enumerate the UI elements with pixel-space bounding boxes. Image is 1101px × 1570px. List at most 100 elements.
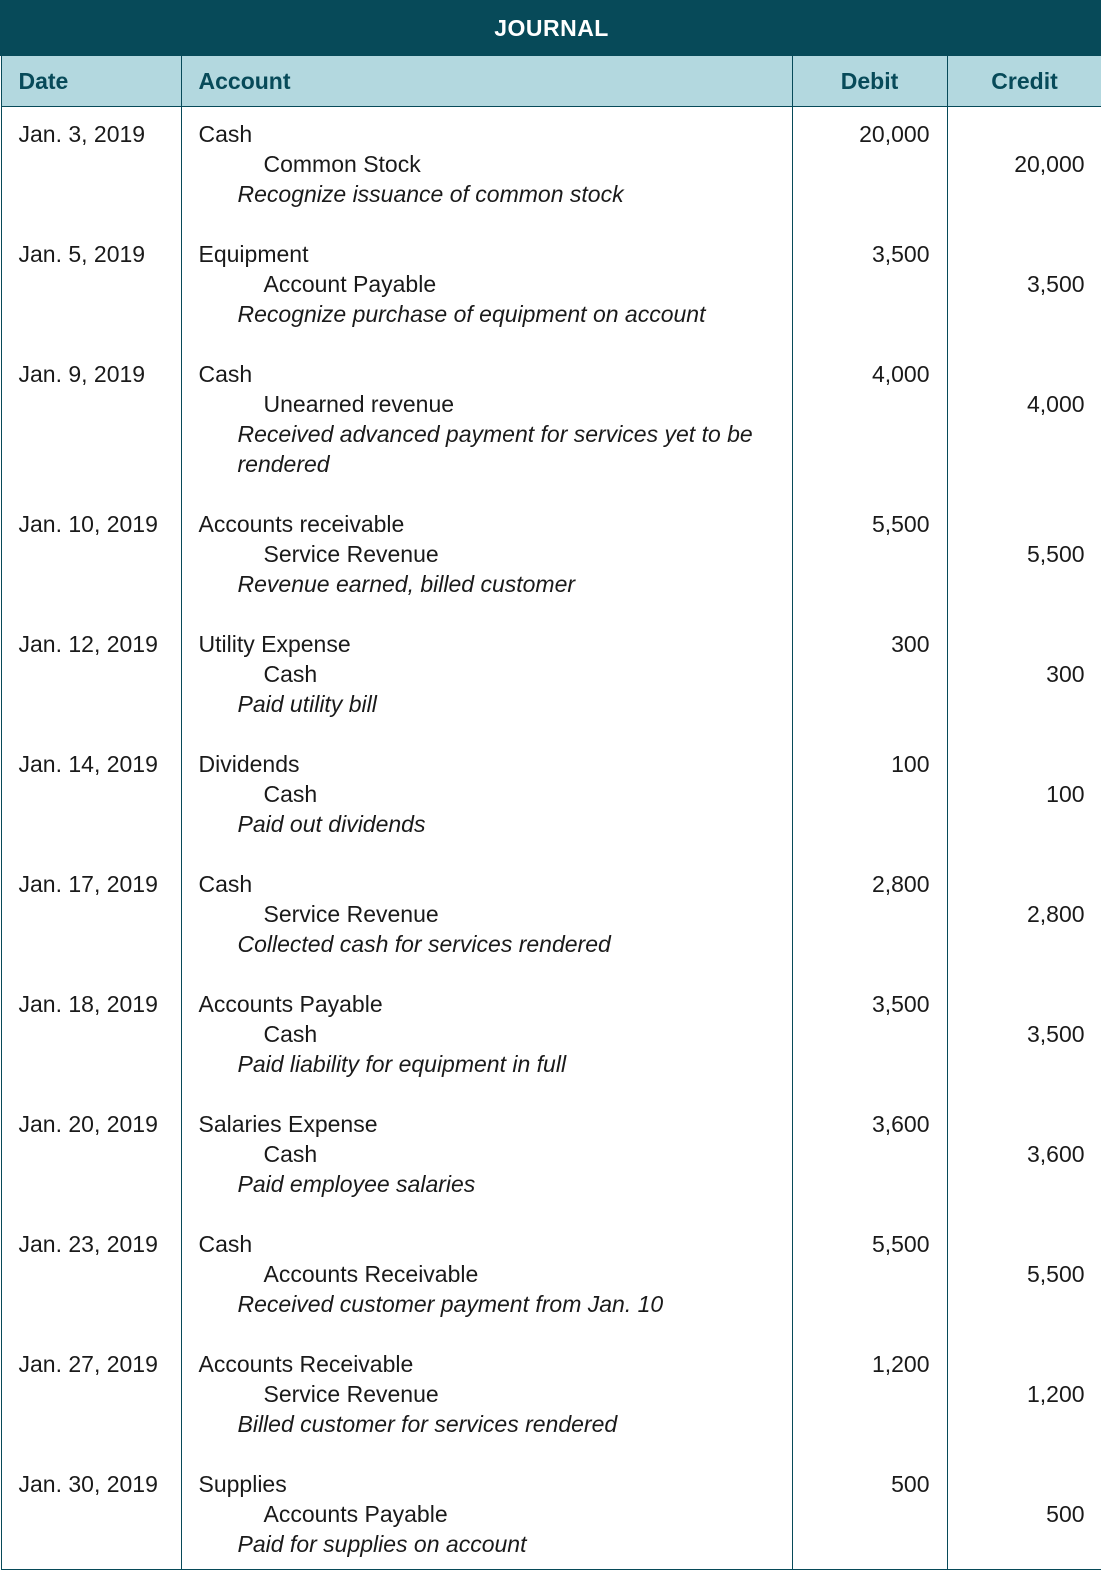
credit-cell: 100 (946, 737, 1101, 857)
debit-amount: 20,000 (791, 106, 948, 227)
journal-entry-row: Jan. 9, 2019 Cash Unearned revenue Received… (0, 347, 1101, 497)
credit-account: Cash (263, 661, 318, 687)
entry-accounts: Equipment Account Payable Recognize purcha… (180, 227, 793, 347)
entry-memo: Collected cash for services rendered (237, 931, 611, 957)
journal-entry-row: Jan. 20, 2019 Salaries Expense Cash Paid em… (0, 1097, 1101, 1217)
entry-accounts: Utility Expense Cash Paid utility bill (180, 617, 793, 737)
credit-account: Accounts Payable (263, 1501, 448, 1527)
debit-account: Supplies (198, 1471, 287, 1497)
entry-memo: Received advanced payment for services y… (237, 421, 753, 477)
entry-memo: Recognize purchase of equipment on accou… (237, 301, 706, 327)
credit-amount: 5,500 (1026, 541, 1085, 567)
credit-cell: 1,200 (946, 1337, 1101, 1457)
journal-entry-row: Jan. 3, 2019 Cash Common Stock Recognize is… (0, 106, 1101, 227)
entry-accounts: Accounts Receivable Service Revenue Billed… (180, 1337, 793, 1457)
header-date: Date (0, 54, 182, 107)
entry-memo: Received customer payment from Jan. 10 (237, 1291, 664, 1317)
entry-memo: Paid out dividends (237, 811, 426, 837)
credit-cell: 500 (946, 1457, 1101, 1570)
entry-memo: Recognize issuance of common stock (237, 181, 624, 207)
debit-amount: 5,500 (791, 1217, 948, 1337)
credit-cell: 3,500 (946, 977, 1101, 1097)
debit-amount: 500 (791, 1457, 948, 1570)
entry-memo: Revenue earned, billed customer (237, 571, 576, 597)
credit-amount: 4,000 (1026, 391, 1085, 417)
entry-memo: Billed customer for services rendered (237, 1411, 618, 1437)
entry-memo: Paid utility bill (237, 691, 377, 717)
credit-amount: 2,800 (1026, 901, 1085, 927)
credit-account: Service Revenue (263, 901, 439, 927)
credit-cell: 5,500 (946, 497, 1101, 617)
entry-accounts: Dividends Cash Paid out dividends (180, 737, 793, 857)
credit-amount: 500 (1046, 1501, 1085, 1527)
debit-account: Salaries Expense (198, 1111, 378, 1137)
entry-accounts: Cash Accounts Receivable Received customer… (180, 1217, 793, 1337)
debit-amount: 2,800 (791, 857, 948, 977)
credit-cell: 3,500 (946, 227, 1101, 347)
entry-accounts: Accounts Payable Cash Paid liability for e… (180, 977, 793, 1097)
credit-account: Common Stock (263, 151, 421, 177)
credit-account: Accounts Receivable (263, 1261, 479, 1287)
entry-memo: Paid for supplies on account (237, 1531, 527, 1557)
journal-entry-row: Jan. 27, 2019 Accounts Receivable Service … (0, 1337, 1101, 1457)
debit-account: Dividends (198, 751, 300, 777)
header-debit: Debit (791, 54, 948, 107)
entry-date: Jan. 17, 2019 (0, 857, 182, 977)
credit-cell: 20,000 (946, 106, 1101, 227)
journal-entry-row: Jan. 23, 2019 Cash Accounts Receivable Rece… (0, 1217, 1101, 1337)
debit-account: Cash (198, 121, 253, 147)
journal-title: JOURNAL (0, 0, 1101, 56)
journal-entry-row: Jan. 5, 2019 Equipment Account Payable Reco… (0, 227, 1101, 347)
debit-amount: 5,500 (791, 497, 948, 617)
entry-date: Jan. 12, 2019 (0, 617, 182, 737)
credit-amount: 20,000 (1014, 151, 1085, 177)
entry-date: Jan. 3, 2019 (0, 106, 182, 227)
debit-amount: 1,200 (791, 1337, 948, 1457)
debit-amount: 4,000 (791, 347, 948, 497)
credit-cell: 2,800 (946, 857, 1101, 977)
credit-cell: 4,000 (946, 347, 1101, 497)
entry-accounts: Cash Common Stock Recognize issuance of co… (180, 106, 793, 227)
debit-account: Cash (198, 871, 253, 897)
header-account: Account (180, 54, 793, 107)
credit-amount: 3,500 (1026, 1021, 1085, 1047)
debit-account: Accounts Payable (198, 991, 383, 1017)
debit-account: Accounts receivable (198, 511, 405, 537)
entry-accounts: Salaries Expense Cash Paid employee salari… (180, 1097, 793, 1217)
debit-account: Equipment (198, 241, 309, 267)
entry-date: Jan. 20, 2019 (0, 1097, 182, 1217)
debit-account: Utility Expense (198, 631, 351, 657)
journal-entry-row: Jan. 30, 2019 Supplies Accounts Payable Pai… (0, 1457, 1101, 1570)
debit-account: Cash (198, 361, 253, 387)
credit-account: Service Revenue (263, 1381, 439, 1407)
credit-account: Unearned revenue (263, 391, 455, 417)
entry-date: Jan. 10, 2019 (0, 497, 182, 617)
credit-cell: 3,600 (946, 1097, 1101, 1217)
credit-account: Cash (263, 1021, 318, 1047)
entry-memo: Paid liability for equipment in full (237, 1051, 567, 1077)
entry-date: Jan. 23, 2019 (0, 1217, 182, 1337)
journal-entry-row: Jan. 17, 2019 Cash Service Revenue Collecte… (0, 857, 1101, 977)
credit-cell: 5,500 (946, 1217, 1101, 1337)
credit-amount: 3,500 (1026, 271, 1085, 297)
entry-accounts: Cash Unearned revenue Received advanced pa… (180, 347, 793, 497)
debit-amount: 300 (791, 617, 948, 737)
credit-amount: 3,600 (1026, 1141, 1085, 1167)
entry-accounts: Supplies Accounts Payable Paid for supplie… (180, 1457, 793, 1570)
credit-cell: 300 (946, 617, 1101, 737)
credit-account: Cash (263, 1141, 318, 1167)
journal-entry-row: Jan. 12, 2019 Utility Expense Cash Paid uti… (0, 617, 1101, 737)
entry-accounts: Cash Service Revenue Collected cash for se… (180, 857, 793, 977)
credit-account: Account Payable (263, 271, 437, 297)
entry-date: Jan. 5, 2019 (0, 227, 182, 347)
debit-amount: 3,500 (791, 977, 948, 1097)
entry-date: Jan. 9, 2019 (0, 347, 182, 497)
entry-date: Jan. 27, 2019 (0, 1337, 182, 1457)
entry-date: Jan. 30, 2019 (0, 1457, 182, 1570)
journal-entry-row: Jan. 14, 2019 Dividends Cash Paid out divid… (0, 737, 1101, 857)
debit-amount: 100 (791, 737, 948, 857)
journal-entry-row: Jan. 10, 2019 Accounts receivable Service … (0, 497, 1101, 617)
credit-amount: 1,200 (1026, 1381, 1085, 1407)
debit-amount: 3,600 (791, 1097, 948, 1217)
